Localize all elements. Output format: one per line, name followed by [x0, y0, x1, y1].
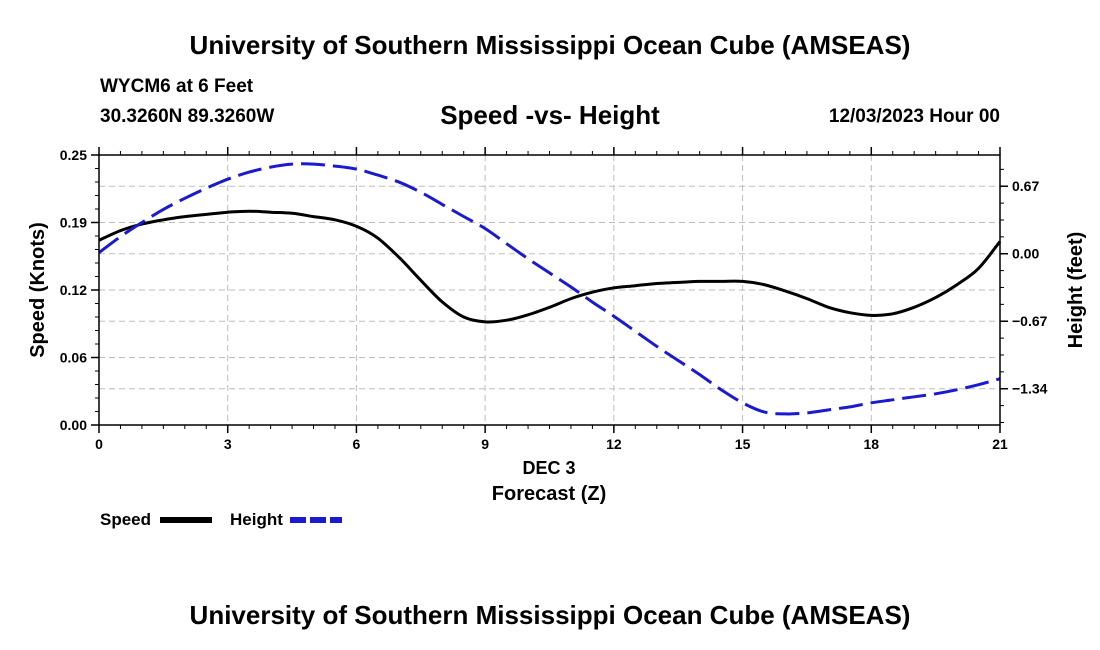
x-tick-label: 9 [481, 436, 489, 452]
y-tick-label: 0.19 [60, 215, 87, 231]
chart-subtitle: Speed -vs- Height [440, 100, 660, 130]
tick-labels: 0 3 6 9 12 15 18 21 0.00 0.06 0.12 0.19 0.25 0.67 0.00… [60, 147, 1048, 452]
x-tick-label: 0 [95, 436, 103, 452]
x-axis-date-label: DEC 3 [522, 458, 575, 478]
series-layer [98, 162, 1002, 416]
y2-tick-label: −1.34 [1012, 381, 1048, 397]
y-tick-label: 0.12 [60, 282, 87, 298]
y2-tick-label: −0.67 [1012, 313, 1048, 329]
x-tick-label: 6 [353, 436, 361, 452]
y-axis-label: Speed (Knots) [27, 222, 49, 358]
forecast-datetime: 12/03/2023 Hour 00 [828, 106, 1000, 127]
y-tick-label: 0.06 [60, 350, 87, 366]
coordinates-label: 30.3260N 89.3260W [100, 106, 275, 127]
x-tick-label: 3 [224, 436, 232, 452]
y2-axis-label: Height (feet) [1065, 232, 1087, 349]
x-axis-label: Forecast (Z) [492, 483, 606, 505]
axis-ticks [91, 147, 1008, 433]
y-tick-label: 0.00 [60, 417, 87, 433]
legend-height-label: Height [230, 510, 283, 529]
x-tick-label: 21 [992, 436, 1008, 452]
y-tick-label: 0.25 [60, 147, 87, 163]
legend-speed-label: Speed [100, 510, 151, 529]
x-tick-label: 18 [863, 436, 879, 452]
legend: Speed Height [100, 510, 342, 529]
station-label: WYCM6 at 6 Feet [100, 76, 254, 97]
y2-tick-label: 0.67 [1012, 178, 1039, 194]
x-tick-label: 15 [735, 436, 751, 452]
y2-tick-label: 0.00 [1012, 246, 1039, 262]
x-tick-label: 12 [606, 436, 622, 452]
chart-title: University of Southern Mississippi Ocean… [189, 30, 911, 60]
height-series-line [98, 162, 1001, 416]
speed-series-line [98, 209, 1002, 324]
footer-title: University of Southern Mississippi Ocean… [190, 600, 911, 630]
grid [99, 155, 1000, 425]
